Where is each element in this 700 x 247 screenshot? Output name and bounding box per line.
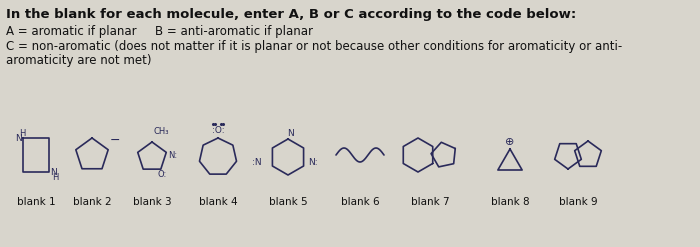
Text: C = non-aromatic (does not matter if it is planar or not because other condition: C = non-aromatic (does not matter if it … [6, 40, 622, 53]
Text: blank 6: blank 6 [341, 197, 379, 207]
Text: H: H [52, 172, 58, 182]
Text: blank 9: blank 9 [559, 197, 597, 207]
Text: blank 7: blank 7 [411, 197, 449, 207]
Text: ⊕: ⊕ [505, 137, 514, 147]
Text: :O:: :O: [211, 125, 224, 135]
Text: CH₃: CH₃ [154, 126, 169, 136]
Text: N:: N: [168, 150, 177, 160]
Text: −: − [110, 133, 120, 146]
Text: H: H [19, 128, 25, 138]
Text: A = aromatic if planar: A = aromatic if planar [6, 25, 136, 38]
Text: blank 1: blank 1 [17, 197, 55, 207]
Text: blank 3: blank 3 [133, 197, 172, 207]
Text: blank 4: blank 4 [199, 197, 237, 207]
Text: B = anti-aromatic if planar: B = anti-aromatic if planar [155, 25, 313, 38]
Text: N: N [286, 128, 293, 138]
Text: N:: N: [308, 158, 318, 166]
Text: blank 8: blank 8 [491, 197, 529, 207]
Text: :N: :N [253, 158, 262, 166]
Text: N: N [15, 133, 22, 143]
Text: N: N [50, 167, 57, 177]
Text: O:: O: [157, 169, 167, 179]
Text: aromaticity are not met): aromaticity are not met) [6, 54, 151, 67]
Text: blank 5: blank 5 [269, 197, 307, 207]
Text: blank 2: blank 2 [73, 197, 111, 207]
Text: In the blank for each molecule, enter A, B or C according to the code below:: In the blank for each molecule, enter A,… [6, 8, 576, 21]
